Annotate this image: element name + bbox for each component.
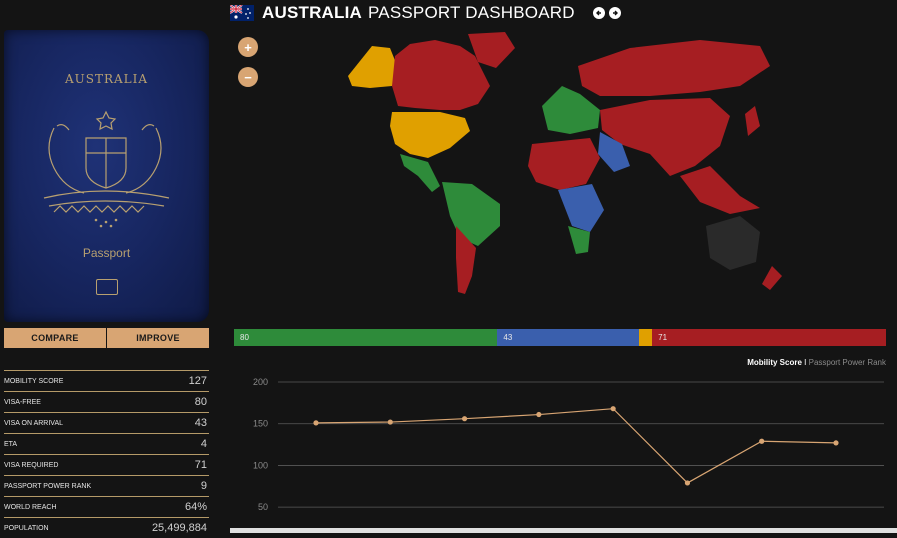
- next-passport-button[interactable]: [608, 7, 621, 19]
- map-region-asia[interactable]: [600, 98, 730, 176]
- y-tick-label: 150: [253, 419, 268, 429]
- toggle-separator: I: [804, 358, 807, 367]
- coat-of-arms-emblem-icon: [43, 110, 170, 228]
- stat-world-reach: WORLD REACH 64%: [4, 496, 209, 517]
- passport-power-rank-tab[interactable]: Passport Power Rank: [808, 358, 886, 367]
- stat-label: WORLD REACH: [4, 503, 57, 511]
- page-title-country: AUSTRALIA: [262, 3, 363, 22]
- chart-points: [313, 406, 839, 486]
- map-region-europe[interactable]: [542, 86, 600, 134]
- data-point[interactable]: [313, 420, 319, 426]
- map-region-canada[interactable]: [392, 40, 490, 110]
- chart-grid: [278, 381, 884, 508]
- map-region-mexico[interactable]: [400, 154, 440, 192]
- stat-value: 80: [194, 396, 207, 408]
- map-region-southeast-asia[interactable]: [680, 166, 760, 214]
- stat-value: 4: [200, 438, 207, 450]
- data-point[interactable]: [461, 416, 468, 422]
- visa-required-segment[interactable]: 71: [652, 329, 886, 346]
- y-axis-ticks: 200 150 100 50: [253, 377, 268, 512]
- arrow-right-icon: [612, 10, 618, 16]
- map-region-africa-central[interactable]: [558, 184, 604, 232]
- map-region-africa-south[interactable]: [568, 226, 590, 254]
- data-point[interactable]: [387, 419, 393, 425]
- zoom-out-button[interactable]: −: [238, 67, 258, 87]
- compare-button[interactable]: COMPARE: [4, 328, 106, 348]
- stat-passport-power-rank: PASSPORT POWER RANK 9: [4, 475, 209, 496]
- y-tick-label: 200: [253, 377, 268, 387]
- map-region-middle-east[interactable]: [598, 132, 630, 172]
- stat-label: VISA-FREE: [4, 398, 41, 406]
- map-region-australia[interactable]: [706, 216, 760, 270]
- stat-value: 127: [188, 375, 207, 387]
- data-point[interactable]: [833, 440, 839, 446]
- stats-list: MOBILITY SCORE 127 VISA-FREE 80 VISA ON AR…: [4, 370, 209, 538]
- y-tick-label: 100: [253, 460, 268, 470]
- stat-eta: ETA 4: [4, 433, 209, 454]
- map-region-russia[interactable]: [578, 40, 770, 96]
- stat-value: 9: [200, 480, 207, 492]
- stat-population: POPULATION 25,499,884: [4, 517, 209, 538]
- y-tick-label: 50: [258, 502, 268, 512]
- stat-value: 64%: [184, 501, 207, 513]
- biometric-chip-icon: [96, 279, 118, 295]
- page-header: AUSTRALIA PASSPORT DASHBOARD: [230, 0, 621, 26]
- improve-button[interactable]: IMPROVE: [107, 328, 209, 348]
- world-visa-map[interactable]: [300, 26, 820, 306]
- map-region-usa[interactable]: [390, 112, 470, 158]
- data-point[interactable]: [536, 411, 542, 418]
- map-region-south-america-north[interactable]: [442, 182, 500, 246]
- stat-label: MOBILITY SCORE: [4, 377, 64, 385]
- passport-label: Passport: [82, 246, 131, 260]
- map-region-japan[interactable]: [745, 106, 760, 136]
- eta-segment[interactable]: [639, 329, 653, 346]
- mobility-score-line: [315, 408, 837, 484]
- stat-label: VISA REQUIRED: [4, 461, 59, 469]
- stat-label: ETA: [4, 440, 18, 448]
- mobility-score-chart: 200 150 100 50: [253, 377, 884, 512]
- mobility-score-tab[interactable]: Mobility Score: [747, 358, 802, 367]
- footer-divider: [230, 528, 897, 533]
- map-region-greenland[interactable]: [468, 32, 515, 68]
- map-region-south-america-south[interactable]: [456, 226, 476, 294]
- data-point[interactable]: [684, 480, 691, 486]
- stat-label: POPULATION: [4, 524, 49, 532]
- map-region-alaska[interactable]: [348, 46, 398, 88]
- stat-value: 71: [194, 459, 207, 471]
- visa-on-arrival-segment[interactable]: 43: [497, 329, 640, 346]
- visa-free-segment[interactable]: 80: [234, 329, 498, 346]
- stat-visa-free: VISA-FREE 80: [4, 391, 209, 412]
- stat-label: PASSPORT POWER RANK: [4, 482, 92, 490]
- page-title: PASSPORT DASHBOARD: [368, 3, 575, 22]
- stat-visa-on-arrival: VISA ON ARRIVAL 43: [4, 412, 209, 433]
- stat-mobility-score: MOBILITY SCORE 127: [4, 370, 209, 391]
- stat-value: 43: [194, 417, 207, 429]
- australia-flag-icon: [230, 5, 254, 21]
- map-region-new-zealand[interactable]: [762, 266, 782, 290]
- stat-label: VISA ON ARRIVAL: [4, 419, 64, 427]
- passport-country-text: AUSTRALIA: [64, 72, 149, 86]
- passport-cover: AUSTRALIA Passport: [4, 30, 209, 322]
- prev-passport-button[interactable]: [592, 7, 605, 19]
- data-point[interactable]: [759, 438, 765, 444]
- map-region-africa-north[interactable]: [528, 138, 600, 190]
- visa-breakdown-bar: 80 43 71: [234, 329, 886, 346]
- arrow-left-icon: [595, 10, 601, 16]
- stat-value: 25,499,884: [151, 522, 207, 534]
- chart-toggle: Mobility Score I Passport Power Rank: [747, 358, 886, 367]
- passport-nav: [589, 7, 621, 19]
- zoom-in-button[interactable]: +: [238, 37, 258, 57]
- stat-visa-required: VISA REQUIRED 71: [4, 454, 209, 475]
- data-point[interactable]: [610, 406, 616, 412]
